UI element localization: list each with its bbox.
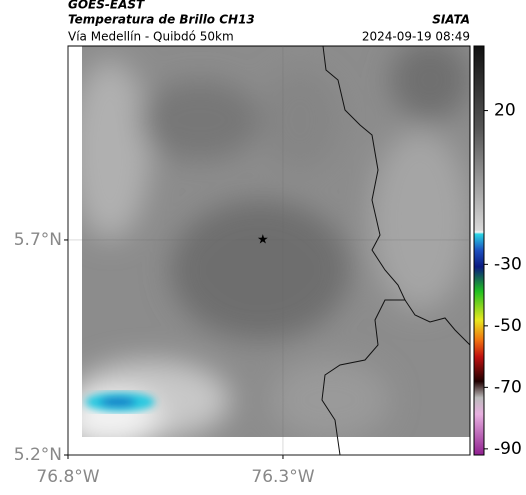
x-tick-label: 76.8°W <box>36 467 99 487</box>
colorbar-label: -50 <box>494 316 522 336</box>
timestamp: 2024-09-19 08:49 <box>362 30 470 44</box>
satellite-image <box>67 45 471 456</box>
y-tick-label: 5.7°N <box>14 230 62 250</box>
product: GOES-EAST <box>68 0 145 12</box>
location-marker: ★ <box>257 232 269 247</box>
colorbar-label: -30 <box>494 254 522 274</box>
source: SIATA <box>432 13 470 27</box>
y-tick-label: 5.2°N <box>14 445 62 465</box>
colorbar-label: -70 <box>494 377 522 397</box>
x-tick-label: 76.3°W <box>251 467 314 487</box>
colorbar-label: -90 <box>494 439 522 459</box>
colorbar <box>473 45 485 456</box>
title: Temperatura de Brillo CH13 <box>68 13 255 27</box>
colorbar-label: 20 <box>494 101 516 121</box>
route: Vía Medellín - Quibdó 50km <box>68 30 234 44</box>
